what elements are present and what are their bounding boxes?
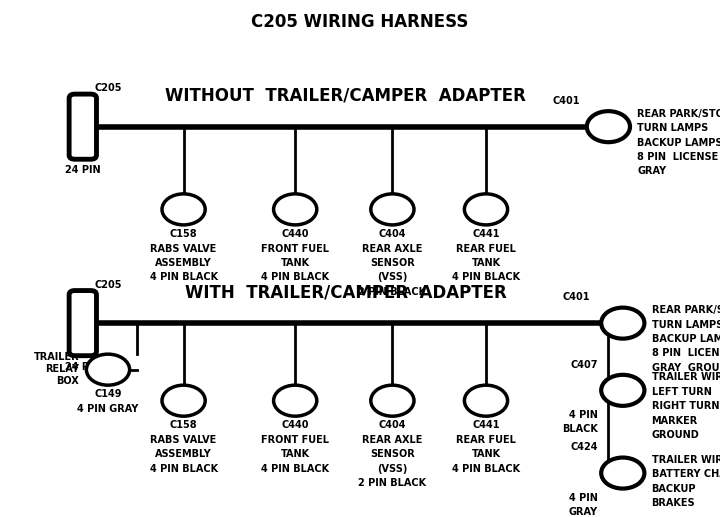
Circle shape xyxy=(601,458,644,489)
Text: 8 PIN  LICENSE LAMPS: 8 PIN LICENSE LAMPS xyxy=(652,348,720,358)
Text: REAR AXLE: REAR AXLE xyxy=(362,435,423,445)
Text: TURN LAMPS: TURN LAMPS xyxy=(637,123,708,133)
Text: C440: C440 xyxy=(282,229,309,239)
Text: 4 PIN BLACK: 4 PIN BLACK xyxy=(150,272,217,282)
Text: RABS VALVE: RABS VALVE xyxy=(150,435,217,445)
FancyBboxPatch shape xyxy=(69,94,96,159)
Text: FRONT FUEL: FRONT FUEL xyxy=(261,244,329,253)
Text: 8 PIN  LICENSE LAMPS: 8 PIN LICENSE LAMPS xyxy=(637,152,720,162)
Text: 24 PIN: 24 PIN xyxy=(65,362,101,372)
Text: 4 PIN BLACK: 4 PIN BLACK xyxy=(150,464,217,474)
Text: TRAILER WIRES: TRAILER WIRES xyxy=(652,455,720,465)
Text: GRAY  GROUND: GRAY GROUND xyxy=(652,363,720,373)
Text: TANK: TANK xyxy=(281,449,310,459)
Text: REAR FUEL: REAR FUEL xyxy=(456,244,516,253)
Text: TANK: TANK xyxy=(472,258,500,268)
Text: TURN LAMPS: TURN LAMPS xyxy=(652,320,720,329)
Circle shape xyxy=(162,385,205,416)
Text: FRONT FUEL: FRONT FUEL xyxy=(261,435,329,445)
Text: WITH  TRAILER/CAMPER  ADAPTER: WITH TRAILER/CAMPER ADAPTER xyxy=(185,283,506,301)
Text: 4 PIN BLACK: 4 PIN BLACK xyxy=(261,464,329,474)
Circle shape xyxy=(464,194,508,225)
Text: ASSEMBLY: ASSEMBLY xyxy=(156,449,212,459)
Circle shape xyxy=(86,354,130,385)
Text: SENSOR: SENSOR xyxy=(370,449,415,459)
Text: MARKER: MARKER xyxy=(652,416,698,425)
Circle shape xyxy=(371,385,414,416)
Text: C407: C407 xyxy=(570,360,598,370)
Text: ASSEMBLY: ASSEMBLY xyxy=(156,258,212,268)
Text: WITHOUT  TRAILER/CAMPER  ADAPTER: WITHOUT TRAILER/CAMPER ADAPTER xyxy=(165,87,526,104)
Text: REAR AXLE: REAR AXLE xyxy=(362,244,423,253)
Text: (VSS): (VSS) xyxy=(377,464,408,474)
Text: BATTERY CHARGE: BATTERY CHARGE xyxy=(652,469,720,479)
Text: BACKUP LAMPS: BACKUP LAMPS xyxy=(652,334,720,344)
Text: 4 PIN BLACK: 4 PIN BLACK xyxy=(261,272,329,282)
Text: C205 WIRING HARNESS: C205 WIRING HARNESS xyxy=(251,13,469,31)
Text: C404: C404 xyxy=(379,229,406,239)
Text: REAR FUEL: REAR FUEL xyxy=(456,435,516,445)
Text: TRAILER WIRES: TRAILER WIRES xyxy=(652,372,720,382)
Text: SENSOR: SENSOR xyxy=(370,258,415,268)
Text: REAR PARK/STOP: REAR PARK/STOP xyxy=(652,305,720,315)
Text: C158: C158 xyxy=(170,229,197,239)
FancyBboxPatch shape xyxy=(69,291,96,356)
Circle shape xyxy=(587,111,630,142)
Text: 4 PIN: 4 PIN xyxy=(569,493,598,503)
Text: 4 PIN BLACK: 4 PIN BLACK xyxy=(452,464,520,474)
Text: 4 PIN: 4 PIN xyxy=(569,410,598,420)
Text: RABS VALVE: RABS VALVE xyxy=(150,244,217,253)
Text: 4 PIN BLACK: 4 PIN BLACK xyxy=(452,272,520,282)
Text: TANK: TANK xyxy=(281,258,310,268)
Circle shape xyxy=(371,194,414,225)
Text: GROUND: GROUND xyxy=(652,430,699,440)
Text: 4 PIN GRAY: 4 PIN GRAY xyxy=(77,404,139,414)
Text: 24 PIN: 24 PIN xyxy=(65,165,101,175)
Circle shape xyxy=(274,385,317,416)
Text: C401: C401 xyxy=(563,293,590,302)
Text: BRAKES: BRAKES xyxy=(652,498,696,508)
Text: C404: C404 xyxy=(379,420,406,430)
Text: C149: C149 xyxy=(94,389,122,399)
Text: BACKUP: BACKUP xyxy=(652,484,696,494)
Text: C440: C440 xyxy=(282,420,309,430)
Text: C424: C424 xyxy=(570,443,598,452)
Circle shape xyxy=(601,308,644,339)
Circle shape xyxy=(464,385,508,416)
Circle shape xyxy=(274,194,317,225)
Text: C205: C205 xyxy=(94,280,122,290)
Circle shape xyxy=(601,375,644,406)
Text: C205: C205 xyxy=(94,83,122,93)
Text: LEFT TURN: LEFT TURN xyxy=(652,387,711,397)
Text: C441: C441 xyxy=(472,229,500,239)
Text: 2 PIN BLACK: 2 PIN BLACK xyxy=(359,287,426,297)
Text: (VSS): (VSS) xyxy=(377,272,408,282)
Text: BACKUP LAMPS: BACKUP LAMPS xyxy=(637,138,720,147)
Text: GRAY: GRAY xyxy=(637,166,666,176)
Text: BLACK: BLACK xyxy=(562,424,598,434)
Text: C441: C441 xyxy=(472,420,500,430)
Text: C401: C401 xyxy=(552,96,580,106)
Text: GRAY: GRAY xyxy=(569,507,598,517)
Text: RIGHT TURN: RIGHT TURN xyxy=(652,401,719,411)
Text: TANK: TANK xyxy=(472,449,500,459)
Circle shape xyxy=(162,194,205,225)
Text: REAR PARK/STOP: REAR PARK/STOP xyxy=(637,109,720,118)
Text: 2 PIN BLACK: 2 PIN BLACK xyxy=(359,478,426,488)
Text: C158: C158 xyxy=(170,420,197,430)
Text: TRAILER
RELAY
BOX: TRAILER RELAY BOX xyxy=(34,352,79,386)
